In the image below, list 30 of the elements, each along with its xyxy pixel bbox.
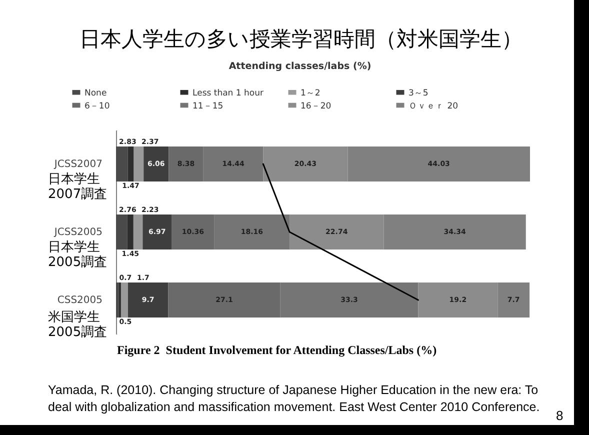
legend-label: Less than 1 hour — [192, 88, 264, 98]
y-tick-label: JCSS2007 — [53, 159, 102, 170]
y-tick-label: JCSS2005 — [53, 227, 102, 238]
bar — [144, 146, 169, 182]
bar — [120, 282, 128, 318]
legend-label: 6－10 — [84, 101, 110, 112]
chart-subtitle: Attending classes/labs (%) — [228, 61, 372, 72]
legend-label: 16－20 — [300, 101, 332, 112]
y-tick-label: CSS2005 — [57, 294, 102, 306]
bar — [116, 146, 128, 182]
text: 日本学生 2005調査 — [48, 240, 108, 270]
bar — [134, 146, 144, 182]
text: 米国学生 2005調査 — [48, 310, 108, 340]
bar — [116, 214, 128, 250]
legend-label: 1～2 — [300, 88, 320, 98]
caption: Figure 2 Student Involvement for Attending Classes/Labs (%) — [117, 343, 437, 358]
legend-label: 11－15 — [192, 101, 224, 112]
legend-label: None — [84, 88, 107, 98]
legend-label: 3～5 — [408, 88, 428, 98]
bar — [142, 214, 172, 250]
bar — [128, 146, 134, 182]
bar — [127, 214, 134, 250]
bar — [128, 282, 168, 318]
text: Yamada, R. (2010). Changing structure of Japanese Higher Education in the new era: To deal with globalization and massification movement. East West Center 2010 Conference. — [48, 382, 541, 416]
text: 日本学生 2007調査 — [48, 172, 108, 202]
chart-title: 日本人学生の多い授業学習時間（対米国学生） — [78, 26, 524, 53]
bar — [133, 214, 143, 250]
bar — [116, 282, 119, 318]
text: 8 — [556, 408, 564, 423]
legend-label: Ｏｖｅｒ 20 — [408, 101, 458, 112]
